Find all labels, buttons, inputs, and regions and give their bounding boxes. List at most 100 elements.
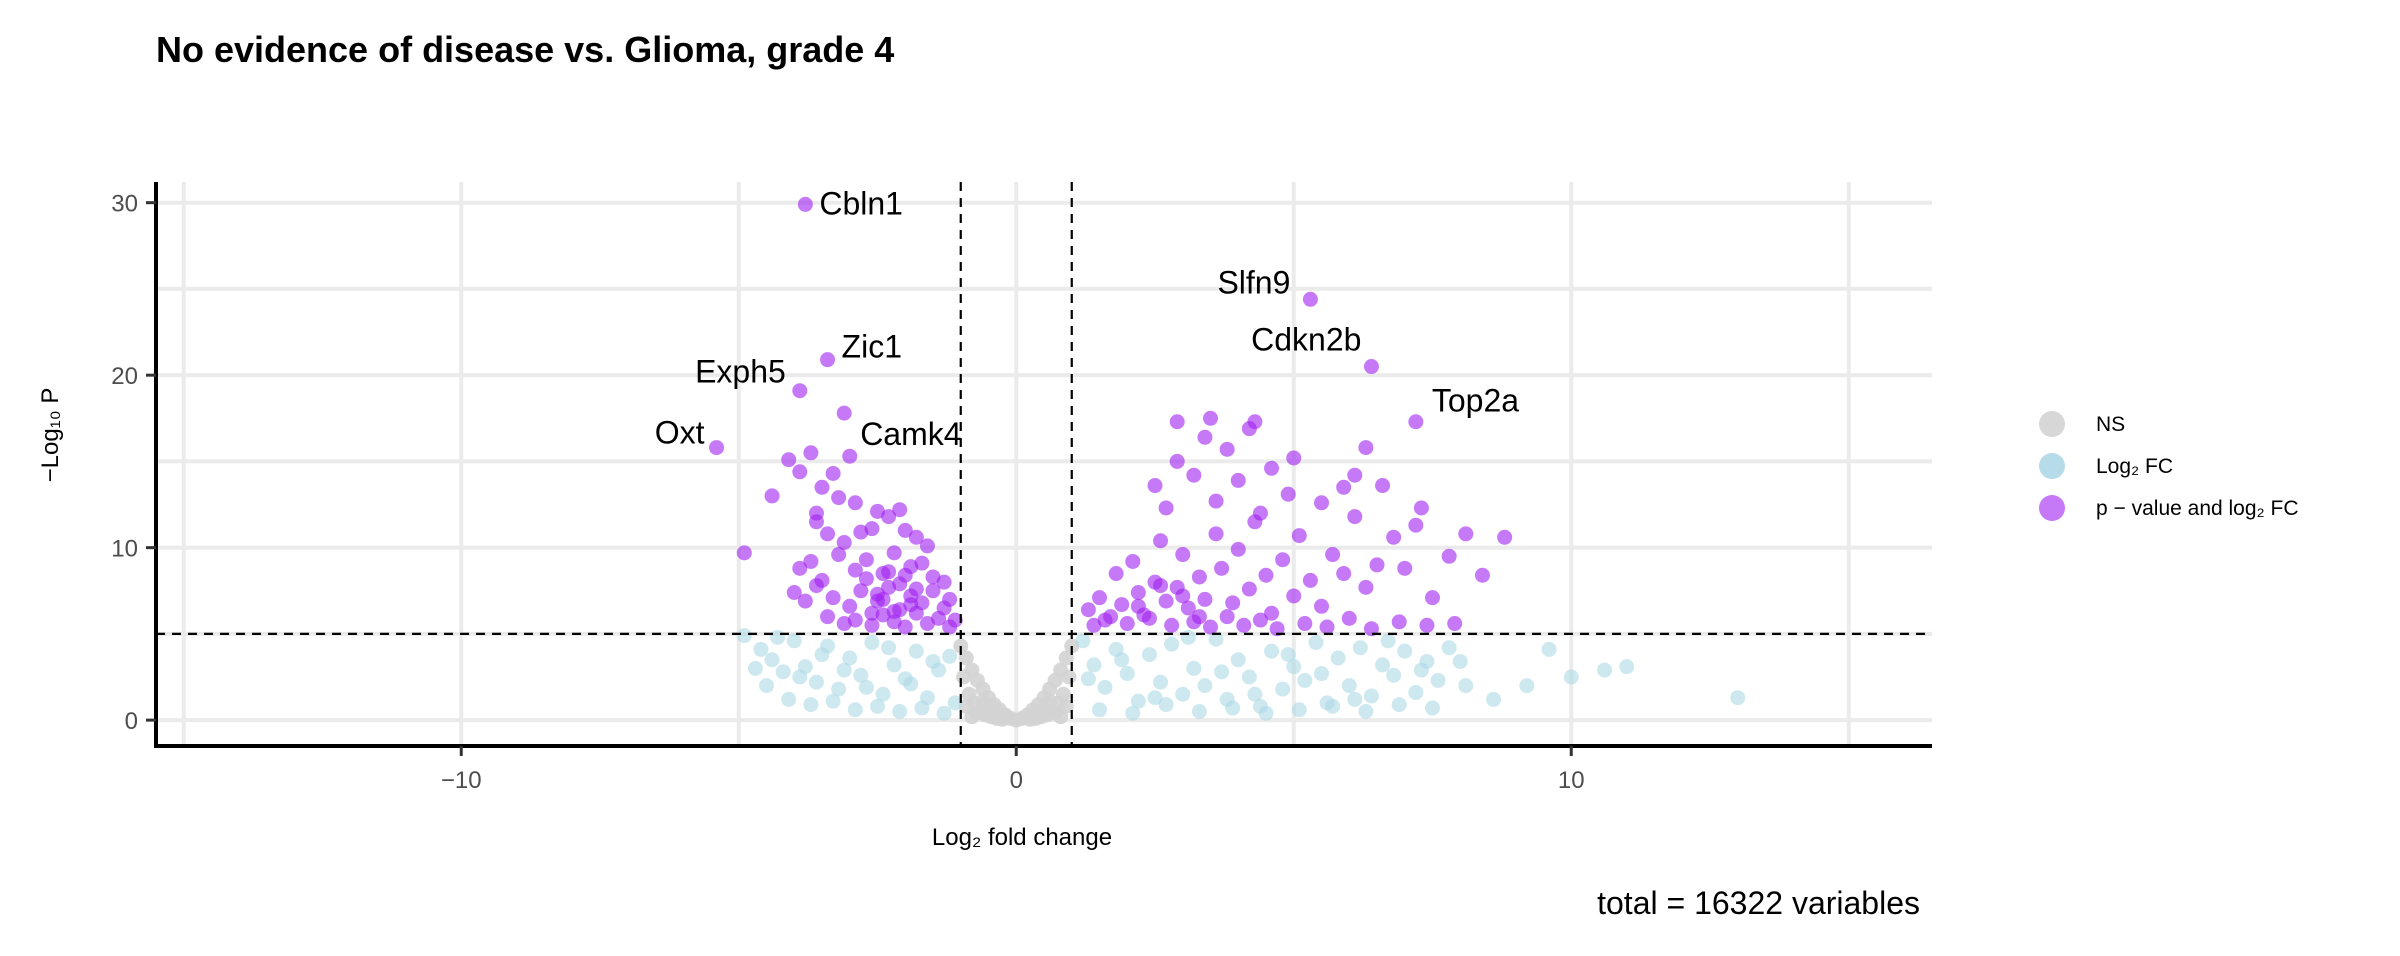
fc-point bbox=[736, 628, 752, 644]
fc-point bbox=[1197, 678, 1213, 694]
fc-point bbox=[1191, 704, 1207, 720]
both-point bbox=[1358, 440, 1374, 456]
fc-point bbox=[1119, 666, 1135, 682]
both-point bbox=[1214, 560, 1230, 576]
both-point bbox=[842, 598, 858, 614]
legend-key-both bbox=[2039, 495, 2065, 521]
both-point bbox=[1158, 593, 1174, 609]
fc-point bbox=[914, 700, 930, 716]
fc-point bbox=[759, 678, 774, 694]
both-point bbox=[1397, 560, 1413, 576]
fc-point bbox=[864, 635, 880, 651]
ns-points bbox=[953, 638, 1080, 728]
fc-point bbox=[1408, 685, 1424, 701]
fc-point bbox=[1325, 698, 1341, 714]
both-point bbox=[1191, 569, 1207, 585]
fc-point bbox=[1164, 636, 1180, 652]
both-point bbox=[1164, 617, 1180, 633]
fc-point bbox=[1375, 657, 1391, 673]
both-point bbox=[847, 495, 863, 511]
fc-point bbox=[1291, 702, 1307, 718]
fc-point bbox=[1413, 662, 1429, 678]
both-point bbox=[1208, 493, 1224, 509]
labeled-gene-point bbox=[836, 405, 852, 421]
both-point bbox=[858, 571, 874, 587]
both-point bbox=[1497, 529, 1513, 545]
gene-label-slfn9: Slfn9 bbox=[1217, 264, 1290, 300]
labeled-gene-point bbox=[709, 440, 725, 456]
fc-point bbox=[1519, 678, 1535, 694]
fc-point bbox=[925, 653, 941, 669]
fc-point bbox=[764, 652, 780, 668]
fc-point bbox=[1125, 705, 1141, 721]
fc-point bbox=[842, 650, 858, 666]
both-point bbox=[1141, 610, 1157, 626]
fc-point bbox=[1391, 697, 1407, 713]
both-point bbox=[1391, 614, 1407, 630]
labeled-gene-point bbox=[1363, 359, 1379, 375]
both-point bbox=[1341, 610, 1357, 626]
both-point bbox=[1103, 609, 1119, 625]
both-point bbox=[1441, 548, 1457, 564]
fc-point bbox=[814, 647, 830, 663]
both-point bbox=[1408, 517, 1424, 533]
both-point bbox=[1119, 616, 1135, 632]
both-point bbox=[947, 612, 963, 628]
fc-point bbox=[1186, 660, 1202, 676]
both-point bbox=[1314, 598, 1329, 614]
fc-point bbox=[1358, 704, 1374, 720]
both-point bbox=[736, 545, 752, 561]
labeled-gene-point bbox=[792, 383, 808, 399]
both-point bbox=[1092, 590, 1107, 606]
both-point bbox=[1191, 609, 1207, 625]
sig-points bbox=[709, 196, 1513, 637]
both-point bbox=[1447, 616, 1463, 632]
y-tick-label: 0 bbox=[125, 708, 138, 735]
legend-label-ns: NS bbox=[2096, 413, 2125, 436]
both-point bbox=[1197, 429, 1213, 445]
both-point bbox=[1169, 453, 1185, 469]
both-point bbox=[1130, 584, 1146, 600]
both-point bbox=[1236, 617, 1252, 633]
fc-point bbox=[1180, 629, 1196, 645]
gene-label-cdkn2b: Cdkn2b bbox=[1251, 322, 1361, 358]
both-point bbox=[820, 526, 836, 542]
both-point bbox=[808, 514, 824, 530]
both-point bbox=[919, 538, 935, 554]
both-point bbox=[1175, 588, 1191, 604]
both-point bbox=[942, 591, 958, 607]
fc-point bbox=[825, 693, 841, 709]
both-point bbox=[1147, 478, 1163, 494]
both-point bbox=[903, 597, 919, 613]
fc-point bbox=[803, 697, 819, 713]
both-point bbox=[886, 545, 902, 561]
both-point bbox=[1264, 460, 1280, 476]
fc-point bbox=[808, 674, 824, 690]
gene-label-camk4: Camk4 bbox=[860, 416, 961, 452]
fc-point bbox=[1264, 643, 1280, 659]
both-point bbox=[808, 578, 824, 594]
both-point bbox=[864, 521, 880, 537]
ns-point bbox=[958, 650, 974, 666]
fc-point bbox=[1114, 652, 1130, 668]
x-axis-label: Log₂ fold change bbox=[932, 824, 1112, 851]
fc-point bbox=[1075, 633, 1091, 649]
both-point bbox=[1169, 414, 1185, 430]
fc-point bbox=[1092, 702, 1107, 718]
fc-point bbox=[936, 705, 952, 721]
both-point bbox=[825, 465, 841, 481]
both-point bbox=[797, 593, 813, 609]
both-point bbox=[1302, 572, 1318, 588]
fc-point bbox=[1441, 640, 1457, 656]
fc-point bbox=[831, 681, 847, 697]
both-point bbox=[1325, 547, 1341, 563]
fc-point bbox=[1286, 659, 1302, 675]
both-point bbox=[897, 522, 913, 538]
fc-point bbox=[1330, 650, 1346, 666]
fc-point bbox=[792, 669, 808, 685]
both-point bbox=[1419, 617, 1435, 633]
y-tick-label: 10 bbox=[111, 536, 138, 563]
both-point bbox=[1458, 526, 1474, 542]
both-point bbox=[820, 609, 836, 625]
